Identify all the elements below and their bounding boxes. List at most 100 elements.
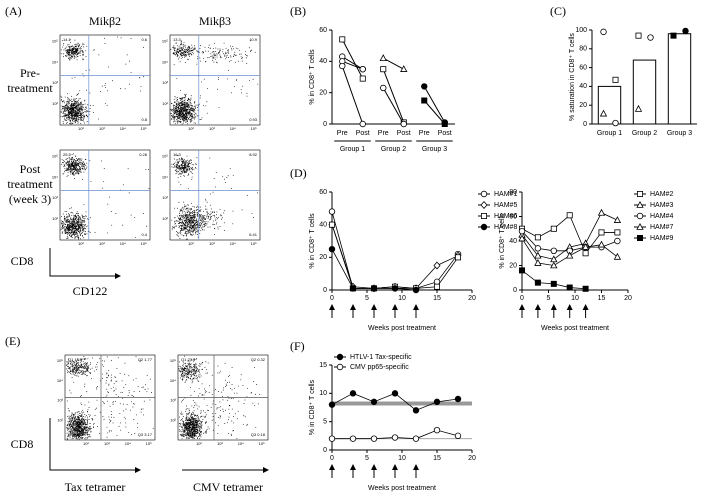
- event-dot: [226, 55, 227, 56]
- event-dot: [74, 235, 75, 236]
- event-dot: [184, 116, 185, 117]
- event-dot: [78, 367, 79, 368]
- event-dot: [181, 58, 182, 59]
- event-dot: [71, 219, 72, 220]
- event-dot: [72, 165, 73, 166]
- event-dot: [110, 406, 111, 407]
- event-dot: [202, 226, 203, 227]
- event-dot: [131, 72, 132, 73]
- event-dot: [92, 420, 93, 421]
- event-dot: [93, 105, 94, 106]
- event-dot: [172, 111, 173, 112]
- event-dot: [173, 115, 174, 116]
- event-dot: [64, 171, 65, 172]
- event-dot: [180, 102, 181, 103]
- event-dot: [189, 101, 190, 102]
- event-dot: [217, 227, 218, 228]
- event-dot: [187, 212, 188, 213]
- event-dot: [174, 113, 175, 114]
- flow-plot: 10²10²10³10³10⁴10⁴10⁵10⁵: [162, 150, 260, 246]
- event-dot: [87, 370, 88, 371]
- event-dot: [179, 165, 180, 166]
- event-dot: [71, 113, 72, 114]
- event-dot: [74, 234, 75, 235]
- event-dot: [200, 61, 201, 62]
- event-dot: [66, 104, 67, 105]
- event-dot: [105, 43, 106, 44]
- event-dot: [82, 166, 83, 167]
- event-dot: [105, 103, 106, 104]
- event-dot: [72, 237, 73, 238]
- event-dot: [65, 221, 66, 222]
- event-dot: [185, 227, 186, 228]
- event-dot: [173, 108, 174, 109]
- event-dot: [67, 372, 68, 373]
- event-dot: [182, 219, 183, 220]
- event-dot: [77, 231, 78, 232]
- event-dot: [69, 48, 70, 49]
- event-dot: [183, 216, 184, 217]
- event-dot: [73, 427, 74, 428]
- event-dot: [247, 195, 248, 196]
- event-dot: [82, 222, 83, 223]
- event-dot: [87, 366, 88, 367]
- event-dot: [64, 119, 65, 120]
- event-dot: [78, 376, 79, 377]
- event-dot: [79, 53, 80, 54]
- flow-tick-label: 10⁵: [141, 126, 147, 131]
- event-dot: [188, 166, 189, 167]
- event-dot: [123, 184, 124, 185]
- event-dot: [190, 234, 191, 235]
- event-dot: [184, 227, 185, 228]
- event-dot: [183, 117, 184, 118]
- event-dot: [190, 100, 191, 101]
- event-dot: [72, 120, 73, 121]
- event-dot: [67, 401, 68, 402]
- event-dot: [122, 392, 123, 393]
- event-dot: [193, 221, 194, 222]
- event-dot: [131, 434, 132, 435]
- event-dot: [231, 92, 232, 93]
- plot-frame: [170, 150, 260, 240]
- event-dot: [195, 167, 196, 168]
- event-dot: [182, 222, 183, 223]
- event-dot: [74, 216, 75, 217]
- event-dot: [179, 225, 180, 226]
- event-dot: [83, 44, 84, 45]
- event-dot: [76, 170, 77, 171]
- event-dot: [192, 220, 193, 221]
- event-dot: [180, 210, 181, 211]
- event-dot: [77, 421, 78, 422]
- event-dot: [236, 48, 237, 49]
- event-dot: [76, 233, 77, 234]
- event-dot: [76, 375, 77, 376]
- event-dot: [87, 369, 88, 370]
- event-dot: [178, 52, 179, 53]
- event-dot: [88, 414, 89, 415]
- event-dot: [173, 164, 174, 165]
- event-dot: [87, 434, 88, 435]
- event-dot: [178, 59, 179, 60]
- event-dot: [74, 222, 75, 223]
- event-dot: [66, 164, 67, 165]
- event-dot: [76, 365, 77, 366]
- event-dot: [192, 222, 193, 223]
- event-dot: [77, 211, 78, 212]
- event-dot: [179, 161, 180, 162]
- event-dot: [187, 227, 188, 228]
- event-dot: [73, 225, 74, 226]
- event-dot: [90, 426, 91, 427]
- event-dot: [77, 423, 78, 424]
- event-dot: [221, 57, 222, 58]
- event-dot: [177, 163, 178, 164]
- event-dot: [69, 164, 70, 165]
- event-dot: [88, 434, 89, 435]
- event-dot: [64, 164, 65, 165]
- event-dot: [75, 99, 76, 100]
- event-dot: [69, 410, 70, 411]
- event-dot: [80, 113, 81, 114]
- event-dot: [182, 52, 183, 53]
- event-dot: [72, 105, 73, 106]
- flow-tick-label: 10⁴: [230, 241, 236, 246]
- event-dot: [78, 43, 79, 44]
